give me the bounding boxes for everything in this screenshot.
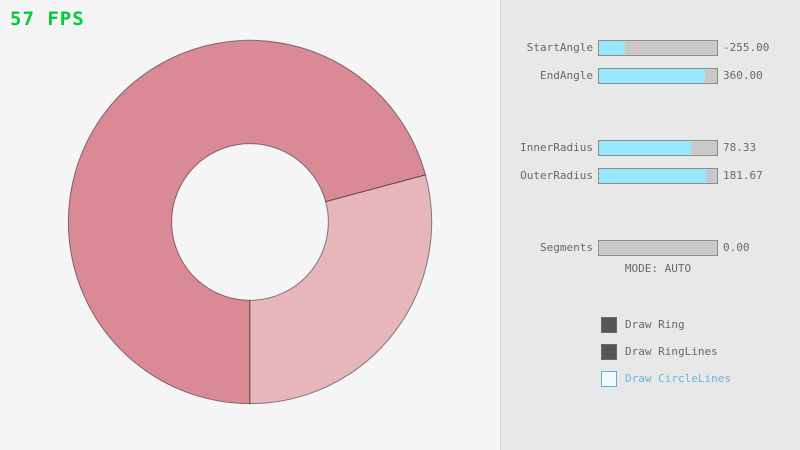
checkbox-label: Draw Ring xyxy=(625,318,685,331)
controls-panel: StartAngle -255.00 EndAngle 360.00 Inner… xyxy=(500,0,800,450)
slider-value: 0.00 xyxy=(723,241,750,254)
slider-value: 181.67 xyxy=(723,169,763,182)
overlap-dark-sector xyxy=(67,39,427,405)
segments-slider[interactable] xyxy=(598,240,718,256)
slider-value: 78.33 xyxy=(723,141,757,154)
start-angle-slider[interactable] xyxy=(598,40,718,56)
checkbox-label: Draw RingLines xyxy=(625,345,718,358)
slider-row-end-angle: EndAngle 360.00 xyxy=(501,68,800,84)
slider-label: EndAngle xyxy=(540,69,593,82)
slider-label: StartAngle xyxy=(526,41,593,54)
slider-fill xyxy=(599,69,706,83)
ring-drawing xyxy=(67,39,433,405)
segments-mode-label: MODE: AUTO xyxy=(624,262,692,275)
slider-value: -255.00 xyxy=(723,41,770,54)
slider-row-start-angle: StartAngle -255.00 xyxy=(501,40,800,56)
end-angle-slider[interactable] xyxy=(598,68,718,84)
slider-value: 360.00 xyxy=(723,69,763,82)
slider-row-segments: Segments 0.00 xyxy=(501,240,800,256)
draw-circlelines-checkbox[interactable] xyxy=(601,371,617,387)
outer-radius-slider[interactable] xyxy=(598,168,718,184)
slider-label: Segments xyxy=(540,241,593,254)
slider-fill xyxy=(599,41,625,55)
draw-ringlines-checkbox[interactable] xyxy=(601,344,617,360)
fps-counter: 57 FPS xyxy=(10,8,85,30)
draw-ring-checkbox[interactable] xyxy=(601,317,617,333)
slider-fill xyxy=(599,141,692,155)
slider-label: InnerRadius xyxy=(520,141,593,154)
single-light-sector xyxy=(249,174,433,405)
slider-label: OuterRadius xyxy=(520,169,593,182)
slider-fill xyxy=(599,169,707,183)
checkbox-label: Draw CircleLines xyxy=(625,372,731,385)
slider-row-inner-radius: InnerRadius 78.33 xyxy=(501,140,800,156)
slider-row-outer-radius: OuterRadius 181.67 xyxy=(501,168,800,184)
inner-radius-slider[interactable] xyxy=(598,140,718,156)
